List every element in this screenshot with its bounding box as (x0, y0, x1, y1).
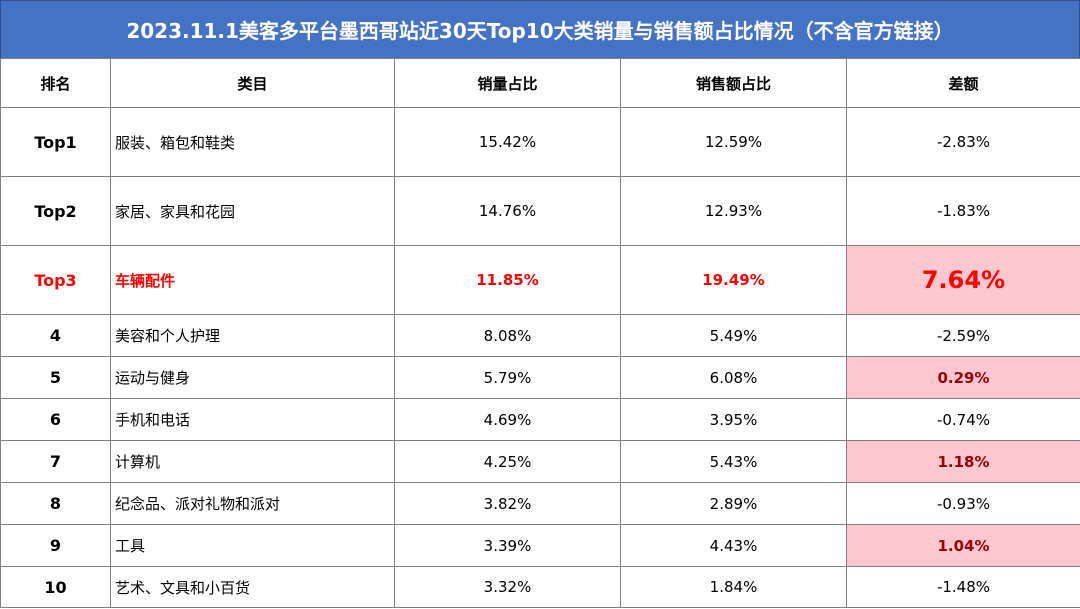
revenue-share-cell: 12.93% (620, 176, 847, 246)
rank-cell: 10 (0, 566, 111, 608)
diff-cell: -0.93% (846, 482, 1080, 525)
sales-share-cell: 4.69% (394, 398, 621, 441)
table-row: 9 工具 3.39% 4.43% 1.04% (0, 524, 1080, 567)
header-diff: 差额 (846, 58, 1080, 108)
rank-cell: 7 (0, 440, 111, 483)
category-cell: 计算机 (110, 440, 395, 483)
header-category: 类目 (110, 58, 395, 108)
category-cell: 运动与健身 (110, 356, 395, 399)
rank-cell: 8 (0, 482, 111, 525)
revenue-share-cell: 12.59% (620, 107, 847, 177)
header-revenue-share: 销售额占比 (620, 58, 847, 108)
category-cell: 美容和个人护理 (110, 314, 395, 357)
table-row: 4 美容和个人护理 8.08% 5.49% -2.59% (0, 314, 1080, 357)
table-row: 8 纪念品、派对礼物和派对 3.82% 2.89% -0.93% (0, 482, 1080, 525)
header-row: 排名 类目 销量占比 销售额占比 差额 (0, 58, 1080, 108)
revenue-share-cell: 6.08% (620, 356, 847, 399)
revenue-share-cell: 1.84% (620, 566, 847, 608)
table-title: 2023.11.1美客多平台墨西哥站近30天Top10大类销量与销售额占比情况（… (0, 0, 1080, 59)
sales-share-cell: 15.42% (394, 107, 621, 177)
header-rank: 排名 (0, 58, 111, 108)
revenue-share-cell: 5.49% (620, 314, 847, 357)
header-sales-share: 销量占比 (394, 58, 621, 108)
table-row: 5 运动与健身 5.79% 6.08% 0.29% (0, 356, 1080, 399)
sales-share-cell: 4.25% (394, 440, 621, 483)
revenue-share-cell: 4.43% (620, 524, 847, 567)
diff-cell: -0.74% (846, 398, 1080, 441)
category-cell: 纪念品、派对礼物和派对 (110, 482, 395, 525)
sales-share-cell: 3.82% (394, 482, 621, 525)
category-cell: 服装、箱包和鞋类 (110, 107, 395, 177)
revenue-share-cell: 3.95% (620, 398, 847, 441)
diff-cell-positive: 1.04% (846, 524, 1080, 567)
diff-cell-positive: 1.18% (846, 440, 1080, 483)
category-cell: 手机和电话 (110, 398, 395, 441)
table-row: Top1 服装、箱包和鞋类 15.42% 12.59% -2.83% (0, 107, 1080, 177)
rank-cell: Top3 (0, 245, 111, 315)
revenue-share-cell: 5.43% (620, 440, 847, 483)
table-row-highlighted: Top3 车辆配件 11.85% 19.49% 7.64% (0, 245, 1080, 315)
sales-share-cell: 11.85% (394, 245, 621, 315)
sales-share-cell: 14.76% (394, 176, 621, 246)
rank-cell: Top1 (0, 107, 111, 177)
table-row: 7 计算机 4.25% 5.43% 1.18% (0, 440, 1080, 483)
rank-cell: 6 (0, 398, 111, 441)
sales-share-cell: 5.79% (394, 356, 621, 399)
diff-cell-positive: 7.64% (846, 245, 1080, 315)
table-row: Top2 家居、家具和花园 14.76% 12.93% -1.83% (0, 176, 1080, 246)
category-cell: 艺术、文具和小百货 (110, 566, 395, 608)
revenue-share-cell: 2.89% (620, 482, 847, 525)
rank-cell: 9 (0, 524, 111, 567)
diff-cell-positive: 0.29% (846, 356, 1080, 399)
table-row: 6 手机和电话 4.69% 3.95% -0.74% (0, 398, 1080, 441)
diff-cell: -2.83% (846, 107, 1080, 177)
category-share-table: 排名 类目 销量占比 销售额占比 差额 Top1 服装、箱包和鞋类 15.42%… (0, 58, 1080, 608)
rank-cell: 4 (0, 314, 111, 357)
rank-cell: Top2 (0, 176, 111, 246)
diff-cell: -1.48% (846, 566, 1080, 608)
category-cell: 车辆配件 (110, 245, 395, 315)
table-row: 10 艺术、文具和小百货 3.32% 1.84% -1.48% (0, 566, 1080, 608)
sales-share-cell: 3.32% (394, 566, 621, 608)
diff-cell: -2.59% (846, 314, 1080, 357)
category-cell: 工具 (110, 524, 395, 567)
rank-cell: 5 (0, 356, 111, 399)
sales-share-cell: 8.08% (394, 314, 621, 357)
category-cell: 家居、家具和花园 (110, 176, 395, 246)
sales-share-cell: 3.39% (394, 524, 621, 567)
revenue-share-cell: 19.49% (620, 245, 847, 315)
diff-cell: -1.83% (846, 176, 1080, 246)
